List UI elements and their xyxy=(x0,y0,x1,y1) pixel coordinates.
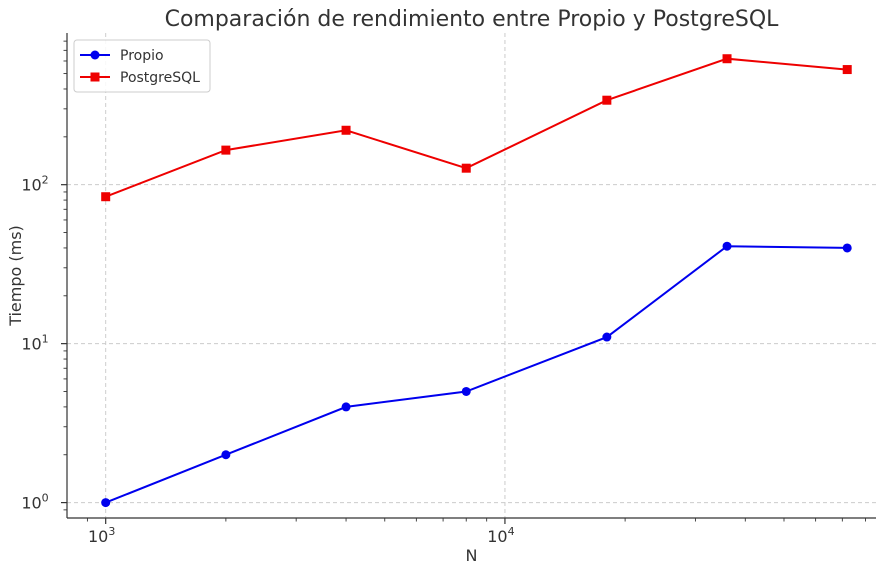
legend: Propio PostgreSQL xyxy=(73,39,211,93)
data-point-postgresql xyxy=(221,145,231,155)
chart-title: Comparación de rendimiento entre Propio … xyxy=(165,7,780,32)
data-point-postgresql xyxy=(101,192,111,202)
x-tick-label: 104 xyxy=(487,525,514,546)
data-point-propio xyxy=(101,498,111,508)
data-point-postgresql xyxy=(602,95,612,105)
data-point-postgresql xyxy=(722,54,732,64)
series-layer xyxy=(101,54,852,508)
legend-label-postgresql: PostgreSQL xyxy=(120,70,200,86)
y-tick-label: 101 xyxy=(21,333,48,354)
data-point-propio xyxy=(461,386,471,396)
legend-label-propio: Propio xyxy=(120,48,164,64)
series-propio xyxy=(101,241,852,508)
series-line-postgresql xyxy=(105,57,848,198)
x-tick-label: 103 xyxy=(88,525,115,546)
axes-frame xyxy=(66,33,876,519)
data-point-propio xyxy=(602,332,612,342)
data-point-propio xyxy=(341,402,351,412)
data-point-propio xyxy=(722,241,732,251)
data-point-postgresql xyxy=(461,163,471,173)
y-tick-label: 102 xyxy=(21,174,48,195)
data-point-postgresql xyxy=(842,65,852,75)
legend-marker-propio xyxy=(90,50,100,60)
grid xyxy=(67,33,876,518)
data-point-propio xyxy=(842,243,852,253)
series-line-propio xyxy=(105,245,848,504)
legend-box xyxy=(73,39,211,93)
axis-ticks: 103 104 100 101 102 xyxy=(21,40,866,546)
legend-marker-postgresql xyxy=(90,72,100,82)
data-point-propio xyxy=(221,450,231,460)
x-axis-label: N xyxy=(466,546,478,563)
y-tick-label: 100 xyxy=(21,492,48,513)
y-axis-label: Tiempo (ms) xyxy=(6,225,25,327)
data-point-postgresql xyxy=(341,125,351,135)
series-postgresql xyxy=(101,54,852,202)
